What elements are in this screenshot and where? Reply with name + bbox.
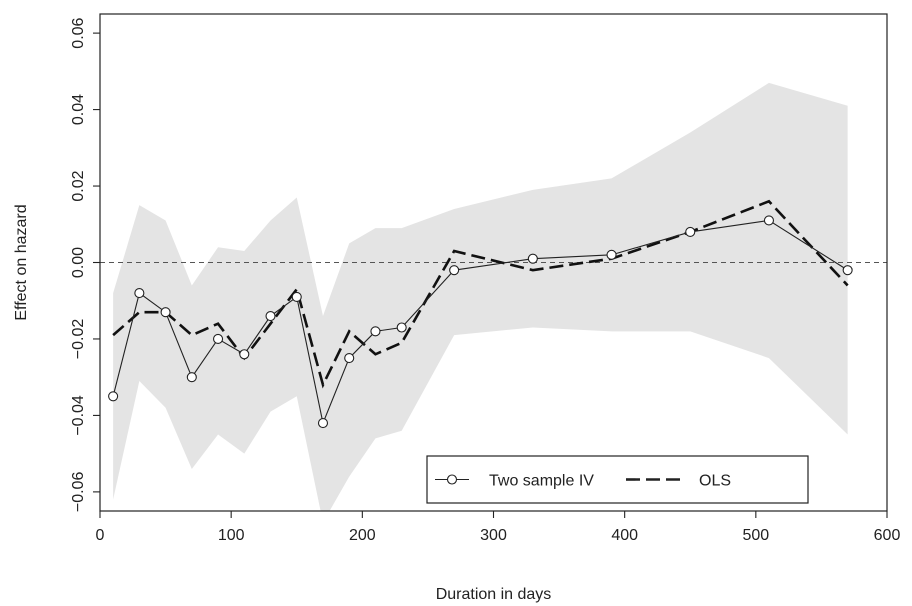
- y-tick-label: 0.00: [70, 247, 87, 278]
- legend-iv-label: Two sample IV: [489, 473, 594, 490]
- y-tick-label: 0.06: [70, 17, 87, 48]
- iv-point: [449, 265, 460, 276]
- x-tick-label: 400: [611, 527, 638, 544]
- iv-point: [317, 418, 329, 429]
- x-tick-label: 500: [742, 527, 769, 544]
- y-tick-label: −0.04: [70, 395, 87, 436]
- confidence-band: [113, 82, 848, 511]
- y-tick-label: 0.02: [70, 170, 87, 201]
- iv-point: [108, 391, 119, 402]
- iv-line: [112, 219, 848, 425]
- iv-point: [291, 291, 302, 302]
- y-tick-label: −0.02: [70, 319, 87, 360]
- legend-ols-label: OLS: [699, 473, 731, 490]
- iv-point: [265, 310, 276, 322]
- y-tick-label: 0.04: [70, 94, 87, 125]
- x-tick-label: 0: [96, 527, 105, 544]
- iv-point: [842, 265, 853, 276]
- x-axis: 0 100 200 300 400 500 600: [96, 511, 901, 544]
- iv-point: [213, 333, 224, 345]
- confidence-band-layer: [113, 82, 848, 511]
- x-tick-label: 200: [349, 527, 376, 544]
- iv-point: [160, 307, 171, 318]
- series-layer: [108, 199, 853, 429]
- iv-point: [370, 326, 381, 337]
- legend: Two sample IV OLS: [426, 455, 809, 504]
- iv-point: [186, 372, 197, 383]
- legend-iv-marker: [446, 474, 458, 485]
- x-tick-label: 300: [480, 527, 507, 544]
- iv-point: [527, 253, 538, 264]
- iv-point: [685, 226, 696, 237]
- iv-point: [239, 349, 250, 360]
- x-tick-label: 100: [218, 527, 245, 544]
- iv-point: [344, 353, 355, 364]
- y-axis-title: Effect on hazard: [13, 204, 30, 320]
- y-axis: −0.06 −0.04 −0.02 0.00 0.02 0.04 0.06: [70, 17, 100, 512]
- iv-point: [763, 215, 775, 226]
- ols-line: [112, 199, 849, 389]
- iv-point: [134, 288, 145, 299]
- iv-point: [606, 249, 617, 260]
- y-tick-label: −0.06: [70, 472, 87, 513]
- x-tick-label: 600: [874, 527, 901, 544]
- legend-box: [426, 455, 809, 504]
- x-axis-title: Duration in days: [436, 586, 552, 603]
- iv-point: [396, 322, 407, 333]
